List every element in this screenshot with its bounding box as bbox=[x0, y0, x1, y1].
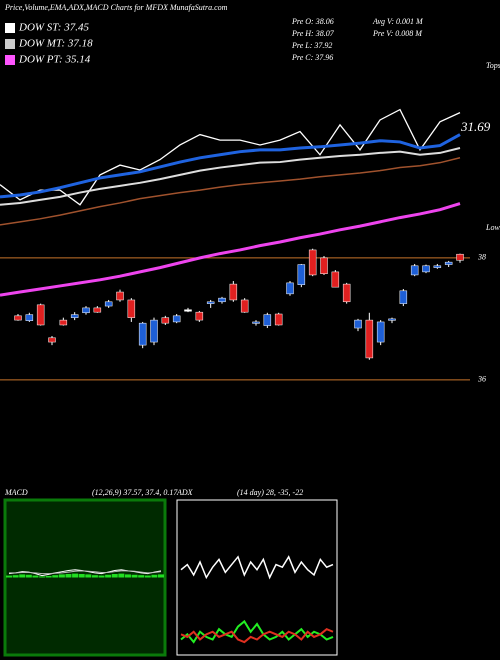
candle-body bbox=[206, 301, 215, 304]
histogram-bar bbox=[32, 575, 39, 578]
candle-body bbox=[444, 261, 453, 265]
chart-title: Price,Volume,EMA,ADX,MACD Charts for MFD… bbox=[4, 3, 228, 12]
info-text: Pre H: 38.07 bbox=[291, 29, 335, 38]
histogram-bar bbox=[124, 574, 131, 578]
macd-subtitle: (12,26,9) 37.57, 37.4, 0.17 bbox=[92, 488, 178, 497]
candle-body bbox=[365, 319, 374, 359]
candle-body bbox=[59, 319, 68, 326]
histogram-bar bbox=[98, 575, 105, 578]
y-tick-label: 36 bbox=[477, 375, 486, 384]
legend-label: DOW MT: 37.18 bbox=[18, 38, 93, 50]
macd-line bbox=[9, 570, 162, 575]
lows-label: Lows bbox=[485, 223, 500, 232]
indicator-line bbox=[0, 147, 461, 206]
candle-body bbox=[116, 291, 124, 301]
histogram-bar bbox=[85, 574, 92, 578]
adx-line bbox=[180, 619, 334, 644]
candle-body bbox=[320, 257, 328, 274]
info-text: Pre V: 0.008 M bbox=[372, 29, 423, 38]
indicator-line bbox=[0, 157, 461, 226]
last-value-label: 31.69 bbox=[460, 119, 491, 134]
candle-body bbox=[252, 321, 260, 324]
y-tick-label: 38 bbox=[477, 253, 486, 262]
info-text: Pre O: 38.06 bbox=[291, 17, 334, 26]
legend-label: DOW ST: 37.45 bbox=[18, 22, 89, 34]
candle-body bbox=[161, 317, 170, 324]
histogram-bar bbox=[39, 576, 46, 578]
indicator-line bbox=[0, 108, 461, 206]
adx-line bbox=[180, 628, 334, 644]
histogram-bar bbox=[65, 574, 72, 578]
histogram-bar bbox=[6, 575, 12, 578]
candle-body bbox=[25, 314, 34, 321]
candle-body bbox=[240, 299, 249, 313]
legend-swatch bbox=[5, 39, 15, 49]
adx-title: ADX bbox=[176, 488, 194, 497]
candle-body bbox=[70, 314, 79, 318]
candle-body bbox=[274, 313, 283, 326]
candle-body bbox=[218, 297, 226, 303]
tops-label: Tops bbox=[486, 61, 500, 70]
candle-body bbox=[93, 307, 102, 313]
adx-panel bbox=[176, 499, 338, 656]
adx-subtitle: (14 day) 28, -35, -22 bbox=[237, 488, 303, 497]
indicator-line bbox=[0, 133, 461, 199]
histogram-bar bbox=[151, 574, 158, 578]
histogram-bar bbox=[111, 574, 118, 578]
histogram-bar bbox=[131, 574, 138, 578]
candle-body bbox=[297, 264, 306, 285]
candle-body bbox=[342, 283, 351, 303]
histogram-bar bbox=[144, 575, 151, 578]
info-text: Avg V: 0.001 M bbox=[372, 17, 424, 26]
histogram-bar bbox=[19, 574, 26, 578]
candle-body bbox=[308, 249, 317, 276]
candle-body bbox=[150, 319, 158, 343]
candle-body bbox=[104, 301, 113, 307]
candle-body bbox=[263, 314, 272, 326]
candle-body bbox=[229, 283, 238, 301]
candle-body bbox=[410, 265, 419, 276]
histogram-bar bbox=[58, 574, 65, 578]
candle-body bbox=[422, 265, 430, 273]
legend-swatch bbox=[5, 23, 15, 33]
info-text: Pre L: 37.92 bbox=[291, 41, 332, 50]
histogram-bar bbox=[72, 573, 79, 578]
candle-body bbox=[286, 282, 294, 295]
histogram-bar bbox=[105, 574, 112, 578]
candle-body bbox=[82, 307, 90, 314]
adx-line bbox=[180, 555, 334, 580]
candle-body bbox=[48, 337, 56, 343]
candle-body bbox=[184, 309, 192, 312]
candle-body bbox=[388, 318, 396, 321]
candle-body bbox=[195, 311, 204, 321]
candle-body bbox=[456, 253, 464, 261]
candle-body bbox=[138, 322, 147, 346]
candle-body bbox=[172, 315, 181, 323]
info-text: Pre C: 37.96 bbox=[291, 53, 333, 62]
histogram-bar bbox=[45, 575, 52, 578]
indicator-line bbox=[0, 202, 461, 297]
candle-body bbox=[399, 290, 408, 304]
candle-body bbox=[127, 299, 136, 318]
candle-body bbox=[354, 319, 362, 329]
histogram-bar bbox=[78, 574, 85, 578]
candle-body bbox=[433, 265, 442, 268]
candle-body bbox=[36, 304, 45, 326]
legend-swatch bbox=[5, 55, 15, 65]
candle-body bbox=[331, 271, 340, 288]
histogram-bar bbox=[158, 574, 164, 578]
histogram-bar bbox=[118, 573, 125, 578]
histogram-bar bbox=[25, 574, 32, 578]
macd-title: MACD bbox=[4, 488, 28, 497]
candle-body bbox=[376, 321, 385, 343]
histogram-bar bbox=[12, 575, 19, 578]
histogram-bar bbox=[138, 575, 145, 578]
histogram-bar bbox=[52, 575, 59, 578]
candle-body bbox=[14, 315, 22, 321]
histogram-bar bbox=[91, 575, 98, 578]
legend-label: DOW PT: 35.14 bbox=[18, 54, 91, 66]
